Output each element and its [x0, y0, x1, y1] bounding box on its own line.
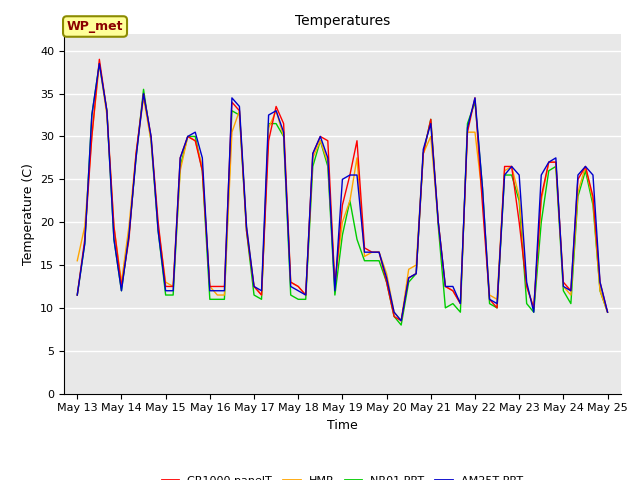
Y-axis label: Temperature (C): Temperature (C) [22, 163, 35, 264]
Text: WP_met: WP_met [67, 20, 124, 33]
Legend: CR1000 panelT, HMP, NR01 PRT, AM25T PRT: CR1000 panelT, HMP, NR01 PRT, AM25T PRT [157, 471, 527, 480]
Title: Temperatures: Temperatures [295, 14, 390, 28]
X-axis label: Time: Time [327, 419, 358, 432]
